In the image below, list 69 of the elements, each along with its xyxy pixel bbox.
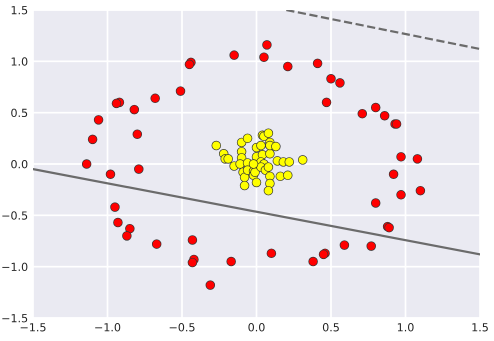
- point: [283, 170, 293, 180]
- point: [370, 198, 380, 208]
- point: [132, 129, 142, 139]
- point: [312, 58, 322, 68]
- point: [396, 190, 406, 200]
- x-tick-label: 1.5: [472, 323, 488, 332]
- x-tick-label: 0.0: [248, 323, 265, 332]
- point: [113, 218, 123, 228]
- point: [265, 148, 275, 158]
- point: [82, 159, 92, 169]
- y-tick-label: 0.0: [11, 160, 28, 168]
- point: [266, 248, 276, 258]
- x-tick-label: −1.0: [95, 323, 120, 332]
- x-tick-label: 1.0: [398, 323, 414, 332]
- point: [112, 98, 122, 108]
- point: [262, 40, 272, 50]
- point: [176, 86, 186, 96]
- point: [335, 78, 345, 88]
- point: [130, 104, 140, 114]
- point: [340, 240, 350, 250]
- point: [256, 140, 266, 150]
- point: [212, 140, 222, 150]
- point: [358, 108, 368, 118]
- point: [106, 170, 116, 180]
- point: [388, 170, 398, 180]
- point: [326, 74, 336, 84]
- point: [226, 256, 236, 266]
- point: [229, 50, 239, 60]
- y-tick-label: 1.5: [12, 6, 28, 14]
- point: [283, 62, 293, 72]
- point: [370, 102, 380, 112]
- x-tick-label: −1.5: [20, 323, 46, 332]
- x-tick-label: 0.5: [322, 323, 339, 332]
- point: [188, 235, 198, 245]
- y-tick-label: 1.0: [12, 57, 28, 66]
- y-tick-label: −0.5: [2, 211, 28, 220]
- x-tick-label: −0.5: [170, 323, 195, 332]
- point: [125, 224, 135, 234]
- point: [150, 94, 160, 104]
- point: [412, 154, 422, 164]
- point: [322, 98, 332, 108]
- point: [188, 258, 198, 268]
- y-tick-label: −1.5: [2, 314, 28, 322]
- point: [122, 231, 132, 241]
- point: [252, 178, 262, 188]
- point: [264, 162, 274, 172]
- point: [298, 155, 308, 165]
- point: [264, 128, 274, 138]
- point: [396, 152, 406, 162]
- y-tick-label: −1.0: [2, 262, 28, 272]
- point: [134, 164, 144, 174]
- point: [416, 186, 426, 196]
- point: [242, 134, 252, 144]
- point: [271, 142, 281, 152]
- point: [88, 134, 98, 144]
- y-tick-label: 0.5: [11, 108, 28, 118]
- point: [284, 157, 294, 167]
- point: [223, 154, 233, 164]
- point: [308, 256, 318, 266]
- point: [259, 52, 269, 62]
- point: [94, 115, 104, 125]
- point: [110, 202, 120, 212]
- point: [366, 241, 376, 251]
- point: [240, 180, 250, 190]
- point: [152, 239, 162, 249]
- point: [248, 159, 258, 169]
- point: [264, 186, 274, 196]
- point: [206, 280, 216, 290]
- point: [380, 111, 390, 120]
